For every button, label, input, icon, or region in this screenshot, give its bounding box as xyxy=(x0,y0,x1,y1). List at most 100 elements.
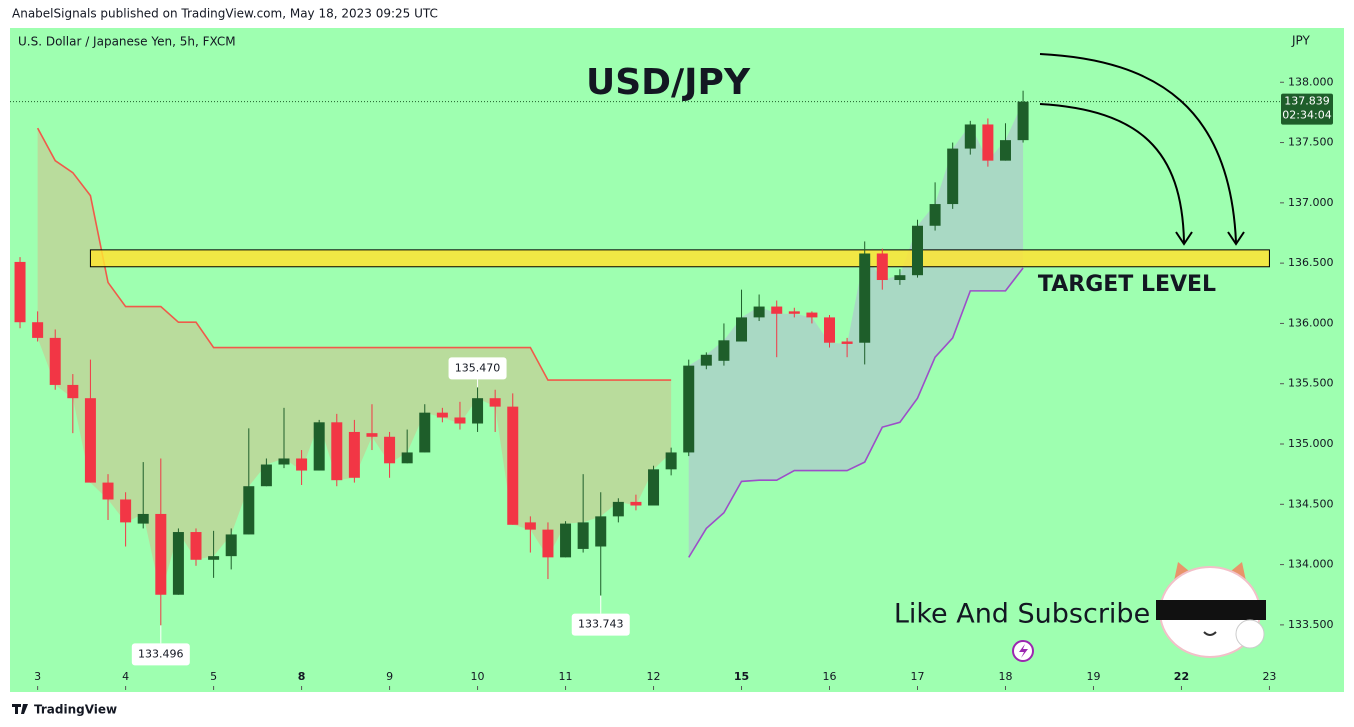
countdown: 02:34:04 xyxy=(1282,109,1331,122)
candle-body xyxy=(67,384,79,399)
candle-body xyxy=(894,275,906,281)
candle-body xyxy=(718,340,730,361)
extreme-label: 133.743 xyxy=(578,618,624,631)
last-price-box xyxy=(1281,93,1333,125)
target-label: TARGET LEVEL xyxy=(1038,272,1216,297)
candle-body xyxy=(278,458,290,465)
cat-icon xyxy=(1156,562,1266,658)
candle-body xyxy=(172,532,184,595)
x-tick-label: 11 xyxy=(559,670,573,683)
candle-body xyxy=(999,140,1011,161)
currency: JPY xyxy=(1291,34,1311,48)
candle-body xyxy=(120,499,132,523)
candle-body xyxy=(824,317,836,343)
candle-body xyxy=(296,458,308,471)
candle-body xyxy=(560,523,572,558)
candle-body xyxy=(964,124,976,149)
candle-body xyxy=(542,529,554,558)
candle-body xyxy=(454,417,466,424)
y-tick-label: 134.000 xyxy=(1288,558,1334,571)
candle-body xyxy=(771,306,783,314)
arrow xyxy=(1039,103,1185,243)
candle-body xyxy=(806,312,818,318)
candle-body xyxy=(577,522,589,549)
candle-body xyxy=(648,469,660,506)
candle-body xyxy=(419,412,431,453)
trend-line xyxy=(36,127,672,381)
symbol: U.S. Dollar / Japanese Yen, 5h, FXCM xyxy=(18,35,236,49)
candle-body xyxy=(348,431,360,478)
x-tick-label: 8 xyxy=(298,670,306,683)
candle-body xyxy=(260,464,272,487)
candle-body xyxy=(841,341,853,344)
x-tick-label: 18 xyxy=(998,670,1012,683)
candle-body xyxy=(630,501,642,506)
y-tick-label: 134.500 xyxy=(1288,497,1334,510)
candle-body xyxy=(859,253,871,343)
candle-body xyxy=(1017,101,1029,141)
candle-body xyxy=(313,422,325,471)
candle-body xyxy=(84,398,96,483)
x-tick-label: 10 xyxy=(471,670,485,683)
candle-body xyxy=(929,204,941,226)
arrow-head xyxy=(1175,231,1193,246)
last-price-label: 137.839 xyxy=(1284,95,1330,108)
candle-body xyxy=(683,365,695,453)
y-tick-label: 135.500 xyxy=(1288,377,1334,390)
x-tick-label: 3 xyxy=(34,670,41,683)
x-tick-label: 5 xyxy=(210,670,217,683)
extreme-box xyxy=(571,613,630,636)
candle-body xyxy=(788,311,800,314)
candle-body xyxy=(208,556,220,560)
candle-body xyxy=(14,261,26,323)
y-tick-label: 133.500 xyxy=(1288,618,1334,631)
x-tick-label: 16 xyxy=(823,670,837,683)
candle-body xyxy=(137,513,149,524)
publisher: AnabelSignals published on TradingView.c… xyxy=(12,7,438,21)
y-tick-label: 136.500 xyxy=(1288,256,1334,269)
extreme-label: 135.470 xyxy=(455,361,501,374)
x-tick-label: 23 xyxy=(1262,670,1276,683)
target-zone xyxy=(89,249,1270,268)
y-tick-label: 138.000 xyxy=(1288,75,1334,88)
lightning-icon[interactable] xyxy=(1012,640,1034,662)
candle-body xyxy=(612,501,624,517)
candle-body xyxy=(436,412,448,418)
candle-body xyxy=(243,486,255,535)
arrow-head xyxy=(1227,231,1245,246)
candle-body xyxy=(401,452,413,464)
plot: 133.500 134.000 134.500 135.000 135.500 136.0… xyxy=(10,75,1334,690)
candle-body xyxy=(524,522,536,530)
candle-body xyxy=(225,534,237,557)
candle-body xyxy=(947,148,959,205)
subscribe-text: Like And Subscribe xyxy=(894,599,1150,630)
x-tick-label: 12 xyxy=(647,670,661,683)
brand-logo xyxy=(12,704,28,714)
y-tick-label: 137.500 xyxy=(1288,136,1334,149)
candle-body xyxy=(700,354,712,366)
candle-body xyxy=(753,306,765,318)
candle-body xyxy=(32,322,44,338)
arrow xyxy=(1039,53,1237,243)
candle-body xyxy=(155,513,167,595)
x-tick-label: 22 xyxy=(1174,670,1189,683)
candle-body xyxy=(331,422,343,481)
x-tick-label: 19 xyxy=(1086,670,1100,683)
y-tick-label: 137.000 xyxy=(1288,196,1334,209)
candle-body xyxy=(190,532,202,560)
x-tick-label: 4 xyxy=(122,670,129,683)
x-tick-label: 9 xyxy=(386,670,393,683)
candle-body xyxy=(49,337,61,385)
trend-line xyxy=(688,267,1024,558)
extreme-label: 133.496 xyxy=(138,647,184,660)
extreme-box xyxy=(131,643,190,666)
candle-body xyxy=(595,516,607,547)
brand: TradingView xyxy=(34,703,117,717)
candle-body xyxy=(472,398,484,424)
candle-body xyxy=(489,398,501,407)
candle-body xyxy=(911,225,923,276)
chart-title: USD/JPY xyxy=(586,62,751,103)
x-tick-label: 17 xyxy=(910,670,924,683)
